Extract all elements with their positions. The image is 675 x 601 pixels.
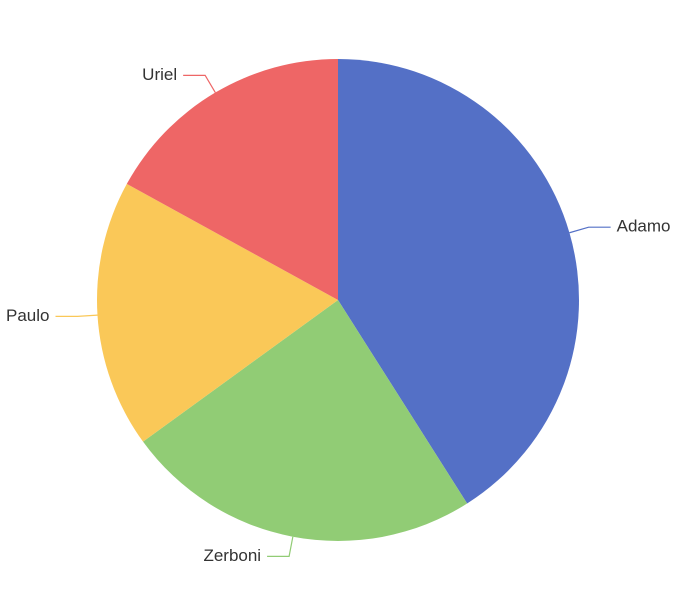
leader-line	[183, 74, 216, 93]
leader-line	[569, 226, 611, 234]
slice-label: Uriel	[142, 65, 177, 84]
leader-line	[267, 536, 294, 557]
pie-slice	[143, 300, 468, 542]
pie-slice	[338, 59, 579, 504]
slice-label: Adamo	[617, 217, 671, 236]
pie-slice	[126, 58, 338, 300]
slice-label: Paulo	[6, 306, 49, 325]
leader-line	[55, 314, 98, 317]
slice-label: Zerboni	[203, 546, 261, 565]
pie-slice	[96, 183, 338, 442]
